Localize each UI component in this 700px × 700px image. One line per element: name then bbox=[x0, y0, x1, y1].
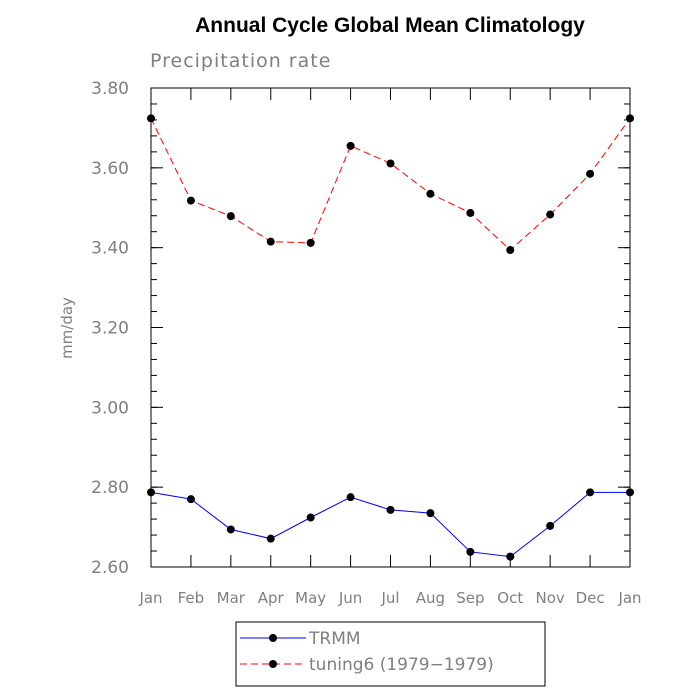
y-tick-labels: 2.60 2.80 3.00 3.20 3.40 3.60 3.80 bbox=[91, 79, 129, 578]
legend-marker-trmm bbox=[269, 634, 277, 642]
y-tick-label: 3.40 bbox=[91, 239, 129, 259]
data-point bbox=[386, 159, 395, 168]
x-tick-label: Jan bbox=[138, 589, 162, 607]
y-tick-label: 3.60 bbox=[91, 159, 129, 179]
y-tick-label: 3.00 bbox=[91, 398, 129, 418]
data-point bbox=[466, 547, 475, 556]
axis-ticks bbox=[150, 87, 631, 568]
chart-subtitle: Precipitation rate bbox=[150, 50, 331, 72]
legend-label-tuning6: tuning6 (1979−1979) bbox=[309, 655, 494, 675]
data-point bbox=[266, 237, 275, 246]
data-point bbox=[147, 114, 155, 123]
data-point bbox=[546, 521, 555, 530]
data-point bbox=[226, 212, 235, 221]
y-tick-label: 3.80 bbox=[91, 79, 129, 99]
data-point bbox=[586, 169, 595, 178]
legend-marker-tuning6 bbox=[269, 660, 277, 668]
y-tick-label: 3.20 bbox=[91, 319, 129, 339]
data-point bbox=[186, 196, 195, 205]
data-point bbox=[426, 189, 435, 198]
x-tick-label: Jun bbox=[338, 589, 362, 607]
data-point bbox=[147, 488, 155, 497]
x-tick-label: Mar bbox=[217, 589, 246, 607]
legend-label-trmm: TRMM bbox=[308, 629, 361, 649]
chart-title: Annual Cycle Global Mean Climatology bbox=[195, 14, 585, 37]
data-point bbox=[306, 513, 315, 522]
legend-box bbox=[235, 621, 546, 687]
x-tick-label: Apr bbox=[258, 589, 285, 607]
x-tick-label: Nov bbox=[536, 589, 565, 607]
x-tick-label: Jan bbox=[617, 589, 641, 607]
data-point bbox=[226, 525, 235, 534]
x-tick-label: Sep bbox=[456, 589, 484, 607]
x-tick-labels: Jan Feb Mar Apr May Jun Jul Aug Sep Oct Nov Dec Jan bbox=[138, 589, 641, 607]
x-tick-label: Jul bbox=[380, 589, 399, 607]
y-axis-label: mm/day bbox=[58, 297, 76, 359]
y-tick-label: 2.80 bbox=[91, 478, 129, 498]
x-tick-label: May bbox=[295, 589, 326, 607]
data-point bbox=[426, 509, 435, 518]
y-tick-label: 2.60 bbox=[91, 558, 129, 578]
series-line-0 bbox=[150, 491, 630, 558]
data-point bbox=[506, 246, 515, 255]
x-tick-label: Dec bbox=[576, 589, 605, 607]
data-point bbox=[546, 210, 555, 219]
data-point bbox=[626, 488, 634, 497]
data-point bbox=[346, 141, 355, 150]
legend: TRMM tuning6 (1979−1979) bbox=[235, 621, 546, 687]
x-tick-label: Oct bbox=[497, 589, 523, 607]
series-line-1 bbox=[150, 118, 631, 251]
data-point bbox=[266, 534, 275, 543]
data-point bbox=[346, 493, 355, 502]
data-point bbox=[626, 114, 634, 123]
x-tick-label: Aug bbox=[416, 589, 445, 607]
data-point bbox=[466, 208, 475, 217]
series-layer bbox=[147, 114, 634, 561]
data-point bbox=[586, 488, 595, 497]
x-tick-label: Feb bbox=[178, 589, 205, 607]
data-point bbox=[186, 495, 195, 504]
data-point bbox=[506, 552, 515, 561]
data-point bbox=[386, 505, 395, 514]
data-point bbox=[306, 238, 315, 247]
